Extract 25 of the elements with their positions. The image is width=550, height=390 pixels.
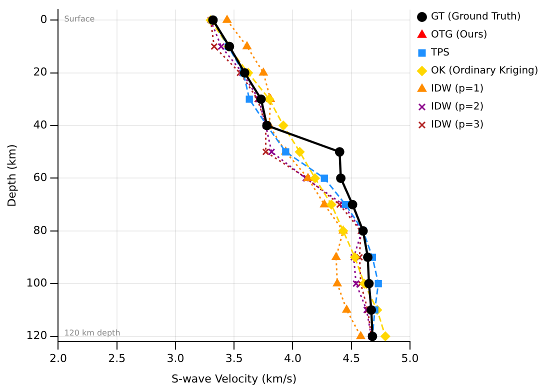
legend-label: OTG (Ours) [431, 30, 488, 41]
legend-label: TPS [430, 48, 450, 59]
y-tick-label: 80 [33, 224, 48, 237]
annotation: 120 km depth [64, 328, 120, 338]
legend-label: IDW (p=2) [431, 102, 484, 113]
x-tick-label: 5.0 [401, 352, 419, 366]
y-tick-label: 120 [26, 329, 48, 342]
y-tick-label: 20 [33, 66, 48, 79]
legend-label: IDW (p=3) [431, 120, 484, 131]
annotation: Surface [64, 14, 95, 24]
x-tick-label: 3.0 [166, 352, 184, 366]
x-tick-label: 3.5 [225, 352, 243, 366]
x-tick-label: 2.0 [49, 352, 67, 366]
x-tick-label: 4.5 [342, 352, 360, 366]
x-tick-label: 4.0 [284, 352, 302, 366]
y-tick-label: 40 [33, 118, 48, 132]
x-axis-title: S-wave Velocity (km/s) [171, 372, 297, 386]
legend-label: OK (Ordinary Kriging) [431, 66, 538, 77]
y-tick-label: 0 [40, 13, 48, 26]
legend-label: IDW (p=1) [431, 84, 484, 95]
y-tick-label: 100 [26, 276, 48, 290]
legend-label: GT (Ground Truth) [431, 12, 521, 23]
y-tick-label: 60 [33, 171, 48, 184]
y-axis-title: Depth (km) [5, 144, 18, 207]
x-tick-label: 2.5 [108, 352, 126, 366]
